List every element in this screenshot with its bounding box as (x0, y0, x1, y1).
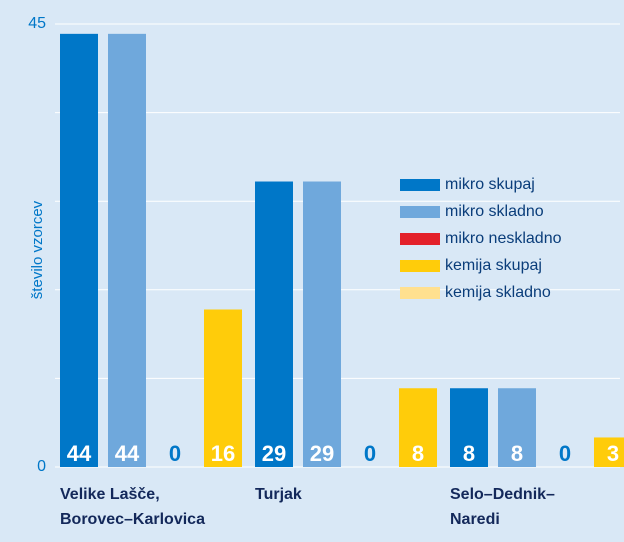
legend-swatch (400, 179, 440, 191)
y-axis-label: število vzorcev (29, 200, 46, 299)
y-tick-label: 0 (37, 458, 46, 475)
legend-label: mikro neskladno (445, 230, 562, 247)
value-label: 16 (211, 441, 235, 466)
bar (303, 181, 341, 467)
legend-swatch (400, 287, 440, 299)
value-label: 0 (364, 441, 376, 466)
legend-label: mikro skupaj (445, 176, 535, 193)
value-label: 0 (169, 441, 181, 466)
bar (399, 388, 437, 467)
value-label: 44 (115, 441, 140, 466)
value-label: 8 (412, 441, 424, 466)
y-tick-label: 45 (28, 15, 46, 32)
bar (108, 33, 146, 467)
x-tick-label: Naredi (450, 511, 500, 528)
bar (594, 437, 624, 467)
legend-swatch (400, 233, 440, 245)
bar (450, 388, 488, 467)
bar (498, 388, 536, 467)
legend-swatch (400, 260, 440, 272)
x-tick-label: Velike Lašče, (60, 486, 160, 503)
legend-label: kemija skladno (445, 284, 551, 301)
legend-swatch (400, 206, 440, 218)
x-tick-label: Selo–Dednik– (450, 486, 555, 503)
x-tick-label: Borovec–Karlovica (60, 511, 205, 528)
value-label: 44 (67, 441, 92, 466)
x-tick-label: Turjak (255, 486, 302, 503)
value-label: 29 (310, 441, 334, 466)
bar (204, 309, 242, 467)
bar (255, 181, 293, 467)
value-label: 8 (463, 441, 475, 466)
legend-label: mikro skladno (445, 203, 544, 220)
value-label: 3 (607, 441, 619, 466)
value-label: 29 (262, 441, 286, 466)
legend-label: kemija skupaj (445, 257, 542, 274)
value-label: 0 (559, 441, 571, 466)
value-label: 8 (511, 441, 523, 466)
bar (60, 33, 98, 467)
